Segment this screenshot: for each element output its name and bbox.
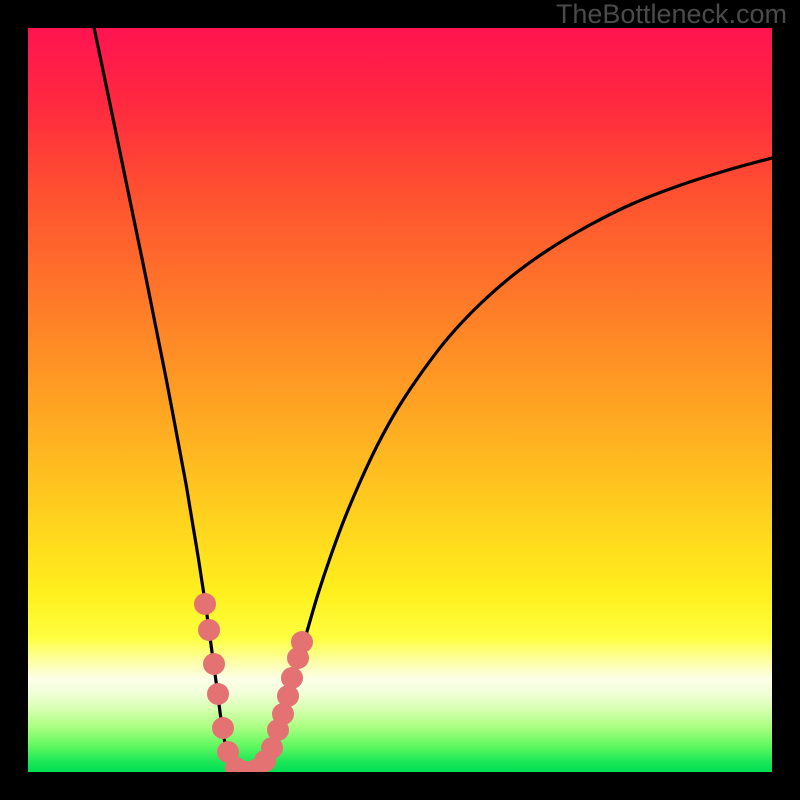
curve-left-branch: [92, 28, 248, 772]
watermark-text: TheBottleneck.com: [556, 0, 787, 30]
data-marker: [194, 593, 216, 615]
data-marker: [291, 631, 313, 653]
data-marker: [281, 667, 303, 689]
markers-left-group: [194, 593, 257, 772]
stage: TheBottleneck.com: [0, 0, 800, 800]
curve-right-branch: [248, 158, 772, 772]
curve-layer: [28, 28, 772, 772]
data-marker: [207, 683, 229, 705]
data-marker: [198, 619, 220, 641]
markers-right-group: [245, 631, 313, 772]
data-marker: [203, 653, 225, 675]
plot-area: [28, 28, 772, 772]
data-marker: [212, 717, 234, 739]
